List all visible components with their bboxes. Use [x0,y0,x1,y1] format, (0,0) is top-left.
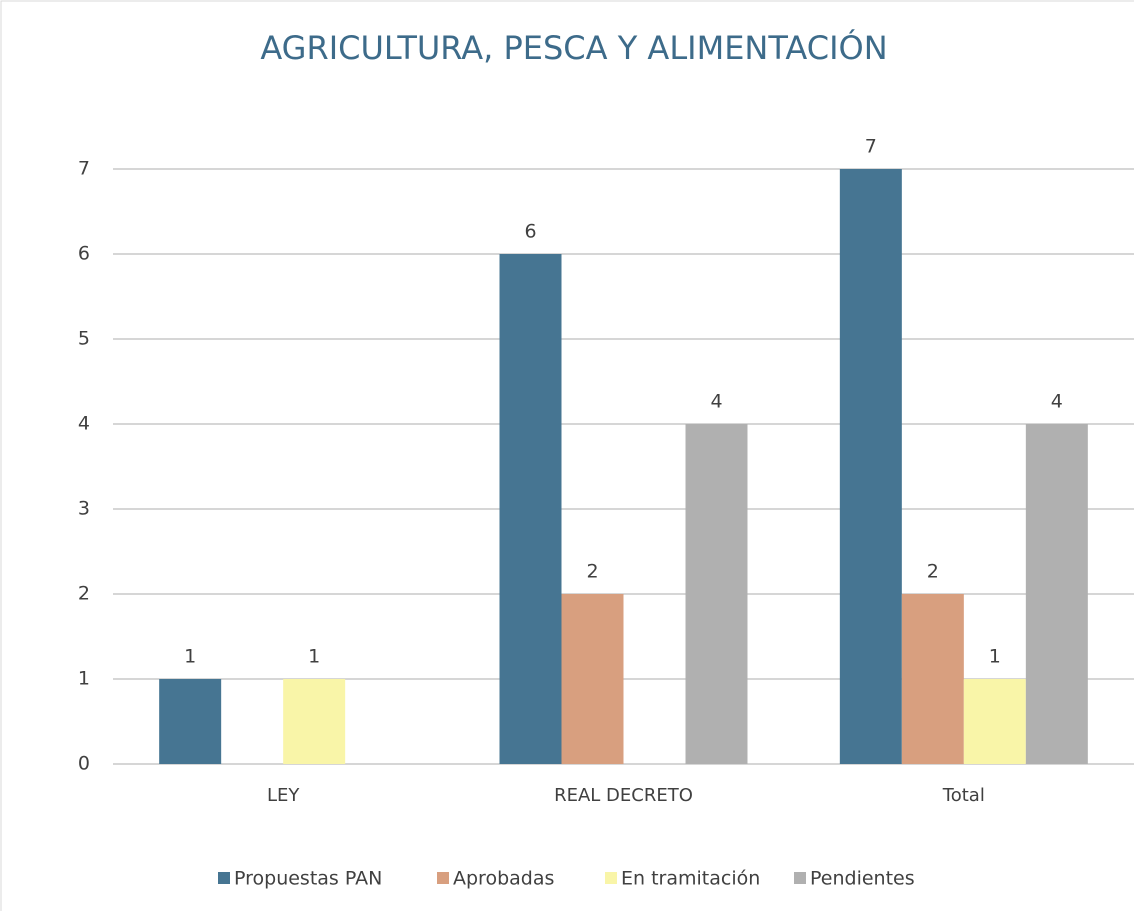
data-label: 1 [308,646,320,668]
bar [1025,424,1088,764]
bar [499,254,562,764]
legend-swatch [605,872,617,884]
data-label: 4 [1051,391,1063,413]
y-tick-label: 7 [78,158,90,180]
bar [159,679,222,764]
x-tick-label: Total [942,785,985,806]
y-tick-label: 6 [78,243,90,265]
y-tick-label: 2 [78,583,90,605]
y-tick-label: 1 [78,668,90,690]
legend-swatch [218,872,230,884]
legend-swatch [794,872,806,884]
bar [839,169,902,764]
x-tick-label: LEY [267,785,300,806]
legend-label: Aprobadas [453,868,554,890]
data-label: 1 [184,646,196,668]
legend-label: En tramitación [621,868,760,890]
legend-label: Pendientes [810,868,915,890]
bar [901,594,964,764]
bar [283,679,346,764]
data-label: 7 [865,136,877,158]
data-label: 4 [710,391,722,413]
legend-label: Propuestas PAN [234,868,382,890]
y-tick-label: 5 [78,328,90,350]
data-label: 1 [989,646,1001,668]
y-tick-label: 0 [78,753,90,775]
legend-swatch [437,872,449,884]
y-tick-label: 4 [78,413,90,435]
bar [685,424,748,764]
bar [561,594,624,764]
bar [963,679,1026,764]
data-label: 2 [927,561,939,583]
y-tick-label: 3 [78,498,90,520]
data-label: 6 [524,221,536,243]
data-label: 2 [586,561,598,583]
x-tick-label: REAL DECRETO [554,785,693,806]
chart-title: AGRICULTURA, PESCA Y ALIMENTACIÓN [260,28,887,67]
